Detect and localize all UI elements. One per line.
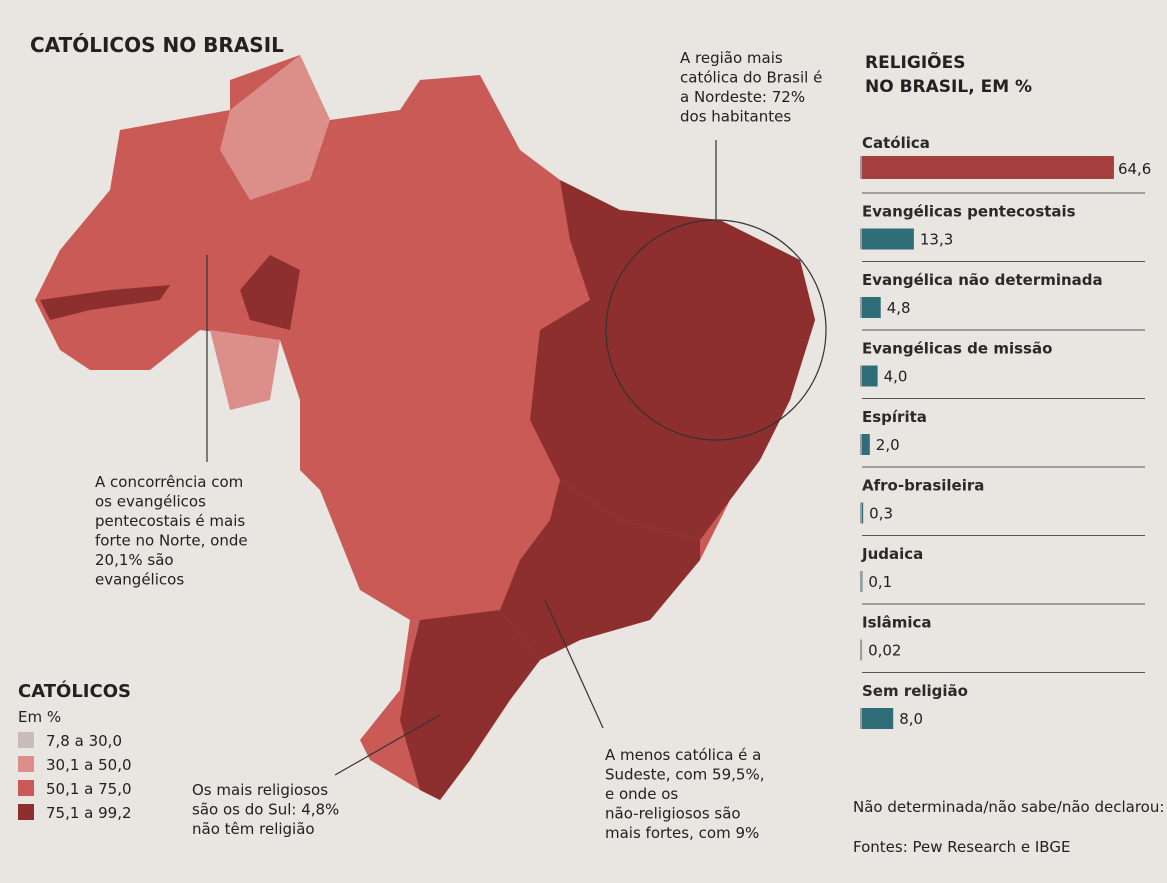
annotation: A menos católica é a [605, 746, 761, 764]
center-area [240, 255, 300, 330]
bar [862, 365, 878, 387]
value-label: 64,6 [1118, 160, 1151, 178]
legend-swatch [18, 732, 34, 748]
legend-swatch [18, 756, 34, 772]
annotation: não-religiosos são [605, 805, 741, 823]
bar [862, 228, 914, 250]
value-label: 13,3 [920, 231, 953, 249]
category-label: Islâmica [862, 614, 932, 632]
south-region [400, 610, 540, 800]
annotation: mais fortes, com 9% [605, 824, 759, 842]
value-label: 4,8 [887, 299, 911, 317]
annotation: são os do Sul: 4,8% [192, 801, 339, 819]
map [35, 55, 827, 800]
category-label: Espírita [862, 408, 927, 426]
annotation: dos habitantes [680, 108, 791, 126]
category-label: Sem religião [862, 682, 968, 700]
annotation: forte no Norte, onde [95, 532, 248, 550]
annotation: não têm religião [192, 820, 315, 838]
bar [862, 156, 1114, 179]
annotation: a Nordeste: 72% [680, 88, 805, 106]
value-label: 4,0 [884, 368, 908, 386]
bar [862, 502, 864, 524]
northeast-region [530, 180, 815, 540]
category-label: Evangélicas de missão [862, 340, 1052, 358]
category-label: Evangélicas pentecostais [862, 203, 1076, 221]
legend-subtitle: Em % [18, 708, 61, 726]
leader-line [334, 714, 441, 776]
note: Não determinada/não sabe/não declarou: 0… [853, 798, 1167, 816]
southeast-region [500, 480, 700, 660]
west-area [210, 330, 280, 410]
value-label: 8,0 [899, 710, 923, 728]
legend-label: 75,1 a 99,2 [46, 804, 132, 822]
bar [862, 434, 870, 455]
annotation: Sudeste, com 59,5%, [605, 766, 764, 784]
annotation: 20,1% são [95, 551, 174, 569]
category-label: Judaica [861, 545, 923, 563]
value-label: 0,1 [868, 573, 892, 591]
annotation: e onde os [605, 785, 678, 803]
value-label: 0,02 [868, 642, 901, 660]
annotation: evangélicos [95, 571, 184, 589]
category-label: Católica [862, 134, 930, 152]
legend-label: 7,8 a 30,0 [46, 732, 122, 750]
legend-label: 50,1 a 75,0 [46, 780, 132, 798]
annotation: A concorrência com [95, 473, 243, 491]
leader-line [544, 599, 604, 729]
north-area [220, 55, 330, 200]
annotation: A região mais [680, 49, 783, 67]
acre-area [40, 285, 170, 320]
bar [862, 297, 881, 318]
value-label: 2,0 [876, 436, 900, 454]
legend-label: 30,1 a 50,0 [46, 756, 132, 774]
legend-swatch [18, 780, 34, 796]
legend-swatch [18, 804, 34, 820]
legend-title: CATÓLICOS [18, 680, 131, 702]
bar [862, 708, 894, 729]
category-label: Afro-brasileira [862, 477, 984, 495]
note: Fontes: Pew Research e IBGE [853, 838, 1070, 856]
annotation: Os mais religiosos [192, 781, 328, 799]
value-label: 0,3 [869, 505, 893, 523]
annotation: católica do Brasil é [680, 69, 822, 87]
annotation: pentecostais é mais [95, 512, 245, 530]
annotation: os evangélicos [95, 493, 206, 511]
chart-title: RELIGIÕES [865, 50, 965, 73]
title: CATÓLICOS NO BRASIL [30, 33, 284, 57]
category-label: Evangélica não determinada [862, 271, 1103, 289]
chart-title: NO BRASIL, EM % [865, 77, 1032, 97]
